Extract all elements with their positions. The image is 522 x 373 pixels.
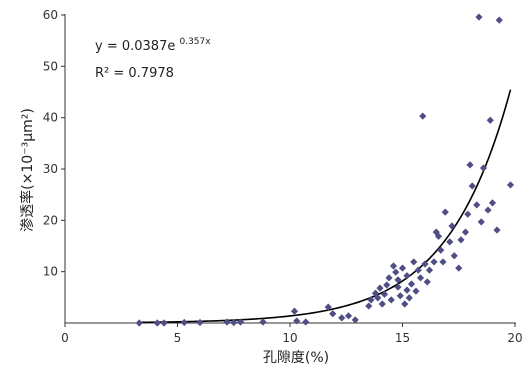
data-point — [439, 258, 447, 266]
data-point — [293, 317, 301, 325]
data-point — [329, 310, 337, 318]
data-point — [475, 13, 483, 21]
data-point — [430, 258, 438, 266]
data-point — [290, 307, 299, 315]
data-point — [374, 294, 382, 302]
data-point — [153, 319, 161, 327]
data-point — [455, 264, 463, 272]
data-point — [425, 266, 434, 274]
x-tick-label: 5 — [174, 331, 182, 345]
data-point — [414, 266, 422, 274]
data-point — [405, 294, 413, 302]
x-tick-label: 15 — [395, 331, 410, 345]
data-point — [486, 116, 494, 124]
data-point — [378, 300, 386, 308]
data-point — [135, 319, 143, 327]
data-point — [376, 284, 384, 292]
data-point — [403, 272, 411, 280]
data-point — [223, 318, 231, 326]
data-point — [419, 112, 427, 120]
x-axis-title: 孔隙度(%) — [263, 350, 329, 366]
data-point — [410, 258, 418, 266]
data-point — [230, 318, 238, 327]
y-tick-label: 10 — [43, 265, 58, 279]
data-point — [367, 296, 375, 304]
data-point — [421, 260, 429, 268]
y-tick-label: 60 — [43, 8, 58, 22]
data-point — [387, 296, 395, 304]
data-point — [461, 228, 470, 236]
data-point — [466, 161, 474, 169]
data-point — [450, 252, 458, 260]
data-point — [479, 164, 488, 172]
data-point — [484, 206, 492, 214]
data-point — [407, 280, 416, 288]
data-point — [437, 246, 445, 254]
data-point — [259, 318, 267, 326]
trendline-equation-exponent: 0.357x — [179, 37, 211, 47]
data-point — [493, 226, 501, 234]
data-point — [495, 16, 503, 24]
data-point — [506, 181, 515, 189]
x-tick-label: 20 — [507, 331, 522, 345]
axis-ticks: 0 5 10 15 20 10 20 30 40 50 60 — [43, 8, 522, 345]
x-tick-label: 10 — [282, 331, 297, 345]
data-point — [416, 274, 425, 282]
trendline-equation: y = 0.0387e 0.357x — [95, 37, 211, 54]
data-point — [488, 199, 497, 207]
data-point — [412, 287, 420, 295]
data-point — [394, 276, 402, 284]
data-point — [457, 236, 465, 244]
data-point — [338, 314, 346, 322]
data-point — [236, 318, 245, 326]
x-tick-label: 0 — [61, 331, 69, 345]
data-point — [196, 318, 204, 327]
data-point — [344, 312, 353, 320]
data-point — [180, 318, 188, 327]
data-point — [302, 318, 310, 326]
y-axis-title: 渗透率(×10⁻³μm²) — [19, 108, 36, 232]
data-point — [464, 210, 472, 218]
data-point — [380, 290, 389, 298]
y-tick-label: 20 — [43, 213, 58, 227]
data-point — [477, 218, 485, 226]
data-point — [396, 292, 404, 300]
trendline-equation-base: y = 0.0387e — [95, 39, 175, 54]
data-point — [468, 182, 476, 190]
data-point — [385, 274, 393, 282]
data-point — [446, 238, 454, 246]
data-point — [423, 278, 431, 286]
data-point — [398, 264, 407, 272]
y-tick-label: 30 — [43, 162, 58, 176]
data-point — [383, 281, 391, 289]
data-point — [473, 201, 481, 209]
data-points — [135, 13, 515, 327]
data-point — [434, 232, 443, 240]
data-point — [324, 303, 332, 311]
data-point — [351, 316, 359, 324]
data-point — [160, 319, 168, 327]
y-tick-label: 40 — [43, 111, 58, 125]
y-tick-label: 50 — [43, 59, 58, 73]
data-point — [389, 262, 398, 270]
data-point — [403, 286, 411, 294]
data-point — [441, 208, 449, 216]
data-point — [365, 302, 373, 310]
data-point — [394, 283, 402, 291]
data-point — [448, 222, 456, 230]
data-point — [401, 300, 409, 308]
data-point — [392, 268, 400, 276]
trendline-r-squared: R² = 0.7978 — [95, 66, 174, 81]
